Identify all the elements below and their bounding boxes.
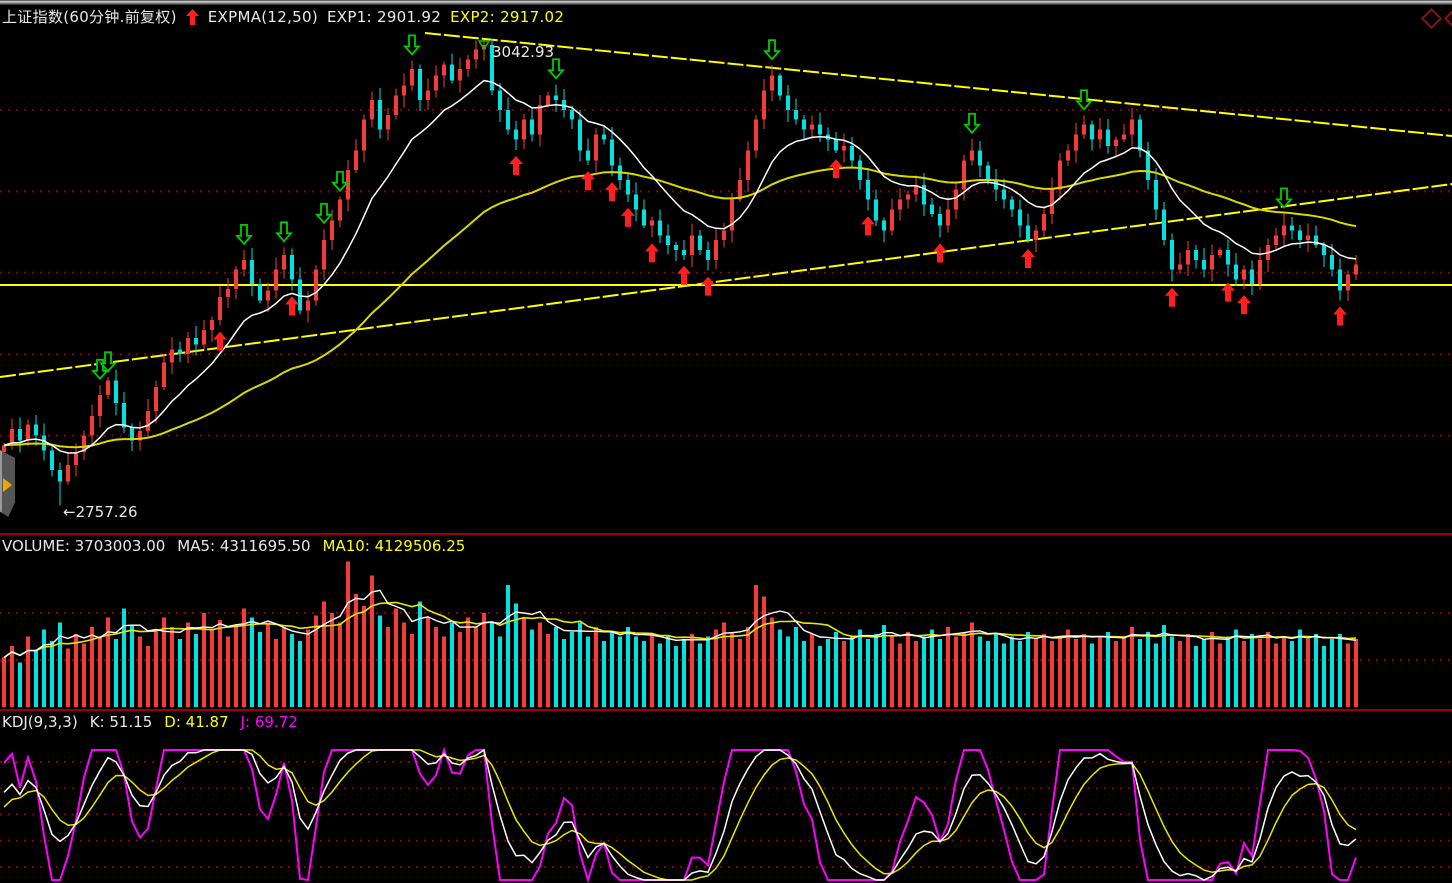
kdj-d-value: D: 41.87: [164, 713, 229, 731]
panel-separator: [0, 533, 1452, 535]
main-chart-header: 上证指数(60分钟.前复权) EXPMA(12,50) EXP1: 2901.9…: [2, 7, 564, 27]
low-price-annotation: ←2757.26: [63, 503, 138, 521]
high-price-annotation: 3042.93: [492, 43, 554, 61]
volume-header: VOLUME: 3703003.00 MA5: 4311695.50 MA10:…: [2, 537, 465, 555]
window-top-edge: [0, 0, 1452, 5]
kdj-label: KDJ(9,3,3): [2, 713, 78, 731]
up-arrow-icon: [185, 9, 199, 25]
volume-ma10-value: MA10: 4129506.25: [322, 537, 466, 555]
exp1-value: EXP1: 2901.92: [327, 8, 442, 26]
kdj-j-value: J: 69.72: [240, 713, 298, 731]
side-panel-handle[interactable]: [0, 450, 15, 517]
exp2-value: EXP2: 2917.02: [450, 8, 565, 26]
indicator-name: EXPMA(12,50): [207, 8, 319, 26]
expand-panel-arrow-icon[interactable]: [3, 478, 12, 492]
volume-value: VOLUME: 3703003.00: [2, 537, 166, 555]
kdj-header: KDJ(9,3,3) K: 51.15 D: 41.87 J: 69.72: [2, 713, 298, 731]
instrument-title: 上证指数(60分钟.前复权): [2, 8, 177, 26]
main-price-chart[interactable]: 3042.93 ←2757.26: [0, 0, 1452, 534]
panel-separator-2: [0, 709, 1452, 711]
volume-chart[interactable]: [0, 0, 1452, 712]
kdj-k-value: K: 51.15: [89, 713, 153, 731]
volume-ma5-value: MA5: 4311695.50: [177, 537, 311, 555]
peak-triangle-marker: [477, 40, 491, 51]
